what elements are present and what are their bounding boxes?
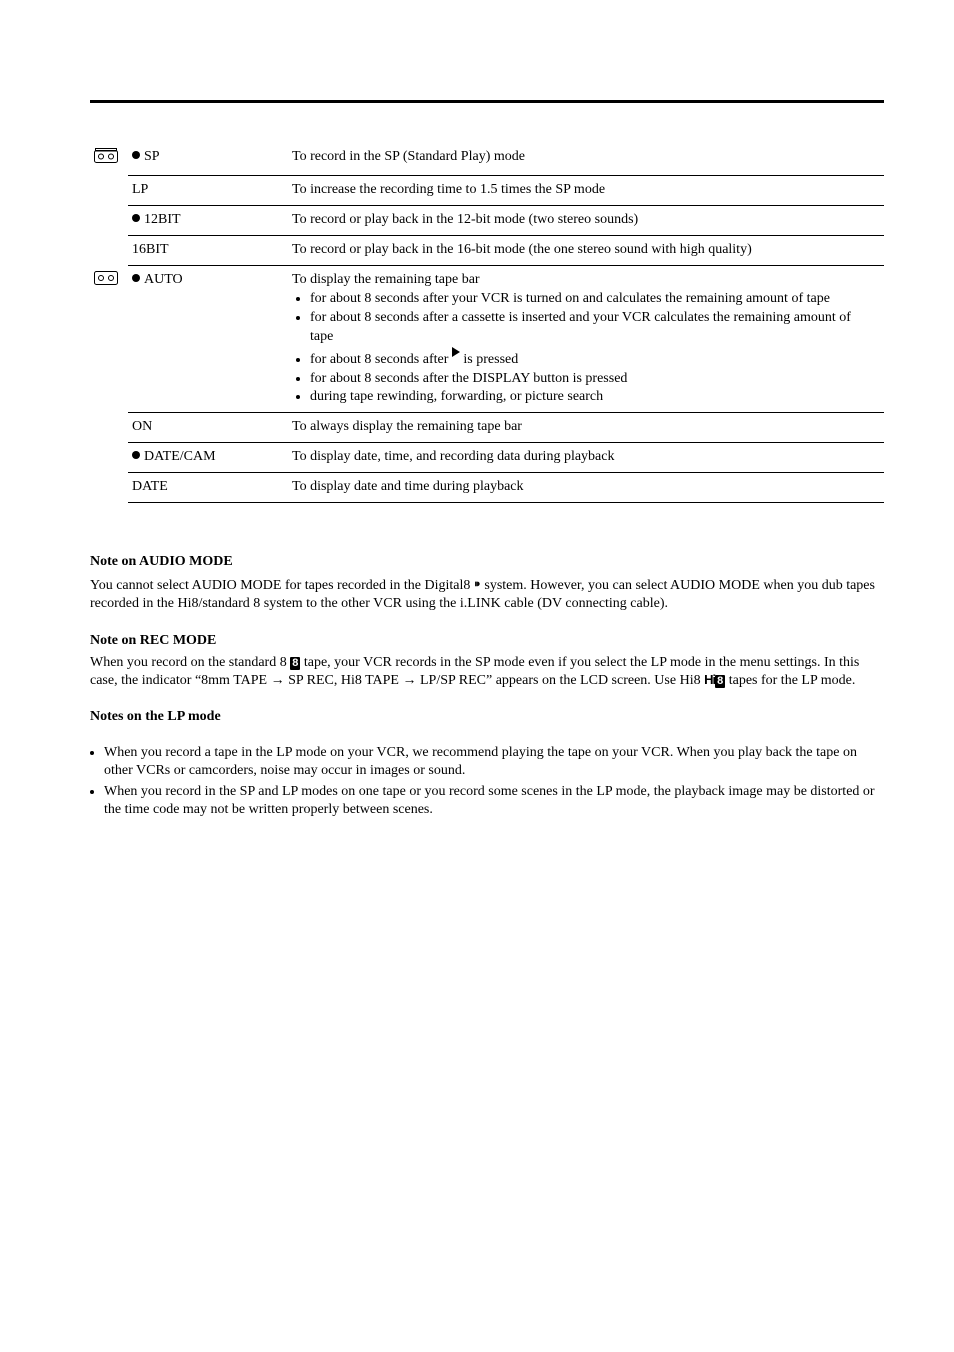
rec-mode-title: Note on REC MODE <box>90 632 884 650</box>
top-rule <box>90 100 884 103</box>
row-setting-cell: DATE/CAM <box>128 443 288 473</box>
row-desc-cell: To display the remaining tape barfor abo… <box>288 266 884 413</box>
setting-label: LP <box>132 182 148 197</box>
lp-mode-title: Notes on the LP mode <box>90 708 884 726</box>
notes-section: Note on AUDIO MODE You cannot select AUD… <box>90 553 884 819</box>
row-desc-cell: To display date and time during playback <box>288 473 884 503</box>
settings-table: SP To record in the SP (Standard Play) mo… <box>90 143 884 503</box>
settings-tbody: SP To record in the SP (Standard Play) mo… <box>90 143 884 502</box>
lp-mode-list: When you record a tape in the LP mode on… <box>90 744 884 819</box>
row-desc-cell: To record or play back in the 16-bit mod… <box>288 236 884 266</box>
sublist-item: for about 8 seconds after your VCR is tu… <box>310 290 876 309</box>
row-setting-cell: ON <box>128 413 288 443</box>
table-row: AUTO To display the remaining tape barfor… <box>90 266 884 413</box>
row-setting-cell: SP <box>128 143 288 176</box>
sublist-item: during tape rewinding, forwarding, or pi… <box>310 388 876 407</box>
row-desc-cell: To record or play back in the 12-bit mod… <box>288 206 884 236</box>
row-icon-cell <box>90 206 128 236</box>
setting-label: 16BIT <box>132 242 169 257</box>
table-row: 12BIT To record or play back in the 12-bi… <box>90 206 884 236</box>
row-setting-cell: 16BIT <box>128 236 288 266</box>
sublist-item: for about 8 seconds after the DISPLAY bu… <box>310 370 876 389</box>
setting-label: SP <box>144 149 160 164</box>
row-desc-cell: To display date, time, and recording dat… <box>288 443 884 473</box>
lp-list-item: When you record a tape in the LP mode on… <box>104 744 884 780</box>
row-icon-cell <box>90 176 128 206</box>
sublist-item: for about 8 seconds after a cassette is … <box>310 309 876 347</box>
table-row: DATE To display date and time during play… <box>90 473 884 503</box>
row-icon-cell <box>90 413 128 443</box>
rec-mode-body: When you record on the standard 8 8 tape… <box>90 654 884 690</box>
setting-label: DATE <box>132 479 168 494</box>
setting-label: AUTO <box>144 272 183 287</box>
row-setting-cell: DATE <box>128 473 288 503</box>
row-icon-cell <box>90 143 128 176</box>
row-desc-cell: To increase the recording time to 1.5 ti… <box>288 176 884 206</box>
row-icon-cell <box>90 443 128 473</box>
row-icon-cell <box>90 236 128 266</box>
setting-label: DATE/CAM <box>144 449 216 464</box>
row-setting-cell: AUTO <box>128 266 288 413</box>
audio-mode-title: Note on AUDIO MODE <box>90 553 884 571</box>
table-row: DATE/CAM To display date, time, and recor… <box>90 443 884 473</box>
row-desc-cell: To always display the remaining tape bar <box>288 413 884 443</box>
table-row: ON To always display the remaining tape b… <box>90 413 884 443</box>
table-row: 16BIT To record or play back in the 16-bi… <box>90 236 884 266</box>
table-row: SP To record in the SP (Standard Play) mo… <box>90 143 884 176</box>
row-icon-cell <box>90 473 128 503</box>
row-setting-cell: 12BIT <box>128 206 288 236</box>
row-setting-cell: LP <box>128 176 288 206</box>
setting-label: 12BIT <box>144 212 181 227</box>
row-sublist: for about 8 seconds after your VCR is tu… <box>292 290 876 407</box>
lp-list-item: When you record in the SP and LP modes o… <box>104 783 884 819</box>
sublist-item: for about 8 seconds after is pressed <box>310 347 876 370</box>
setting-label: ON <box>132 419 152 434</box>
row-icon-cell <box>90 266 128 413</box>
audio-mode-body: You cannot select AUDIO MODE for tapes r… <box>90 575 884 613</box>
row-desc-cell: To record in the SP (Standard Play) mode <box>288 143 884 176</box>
table-row: LP To increase the recording time to 1.5 … <box>90 176 884 206</box>
